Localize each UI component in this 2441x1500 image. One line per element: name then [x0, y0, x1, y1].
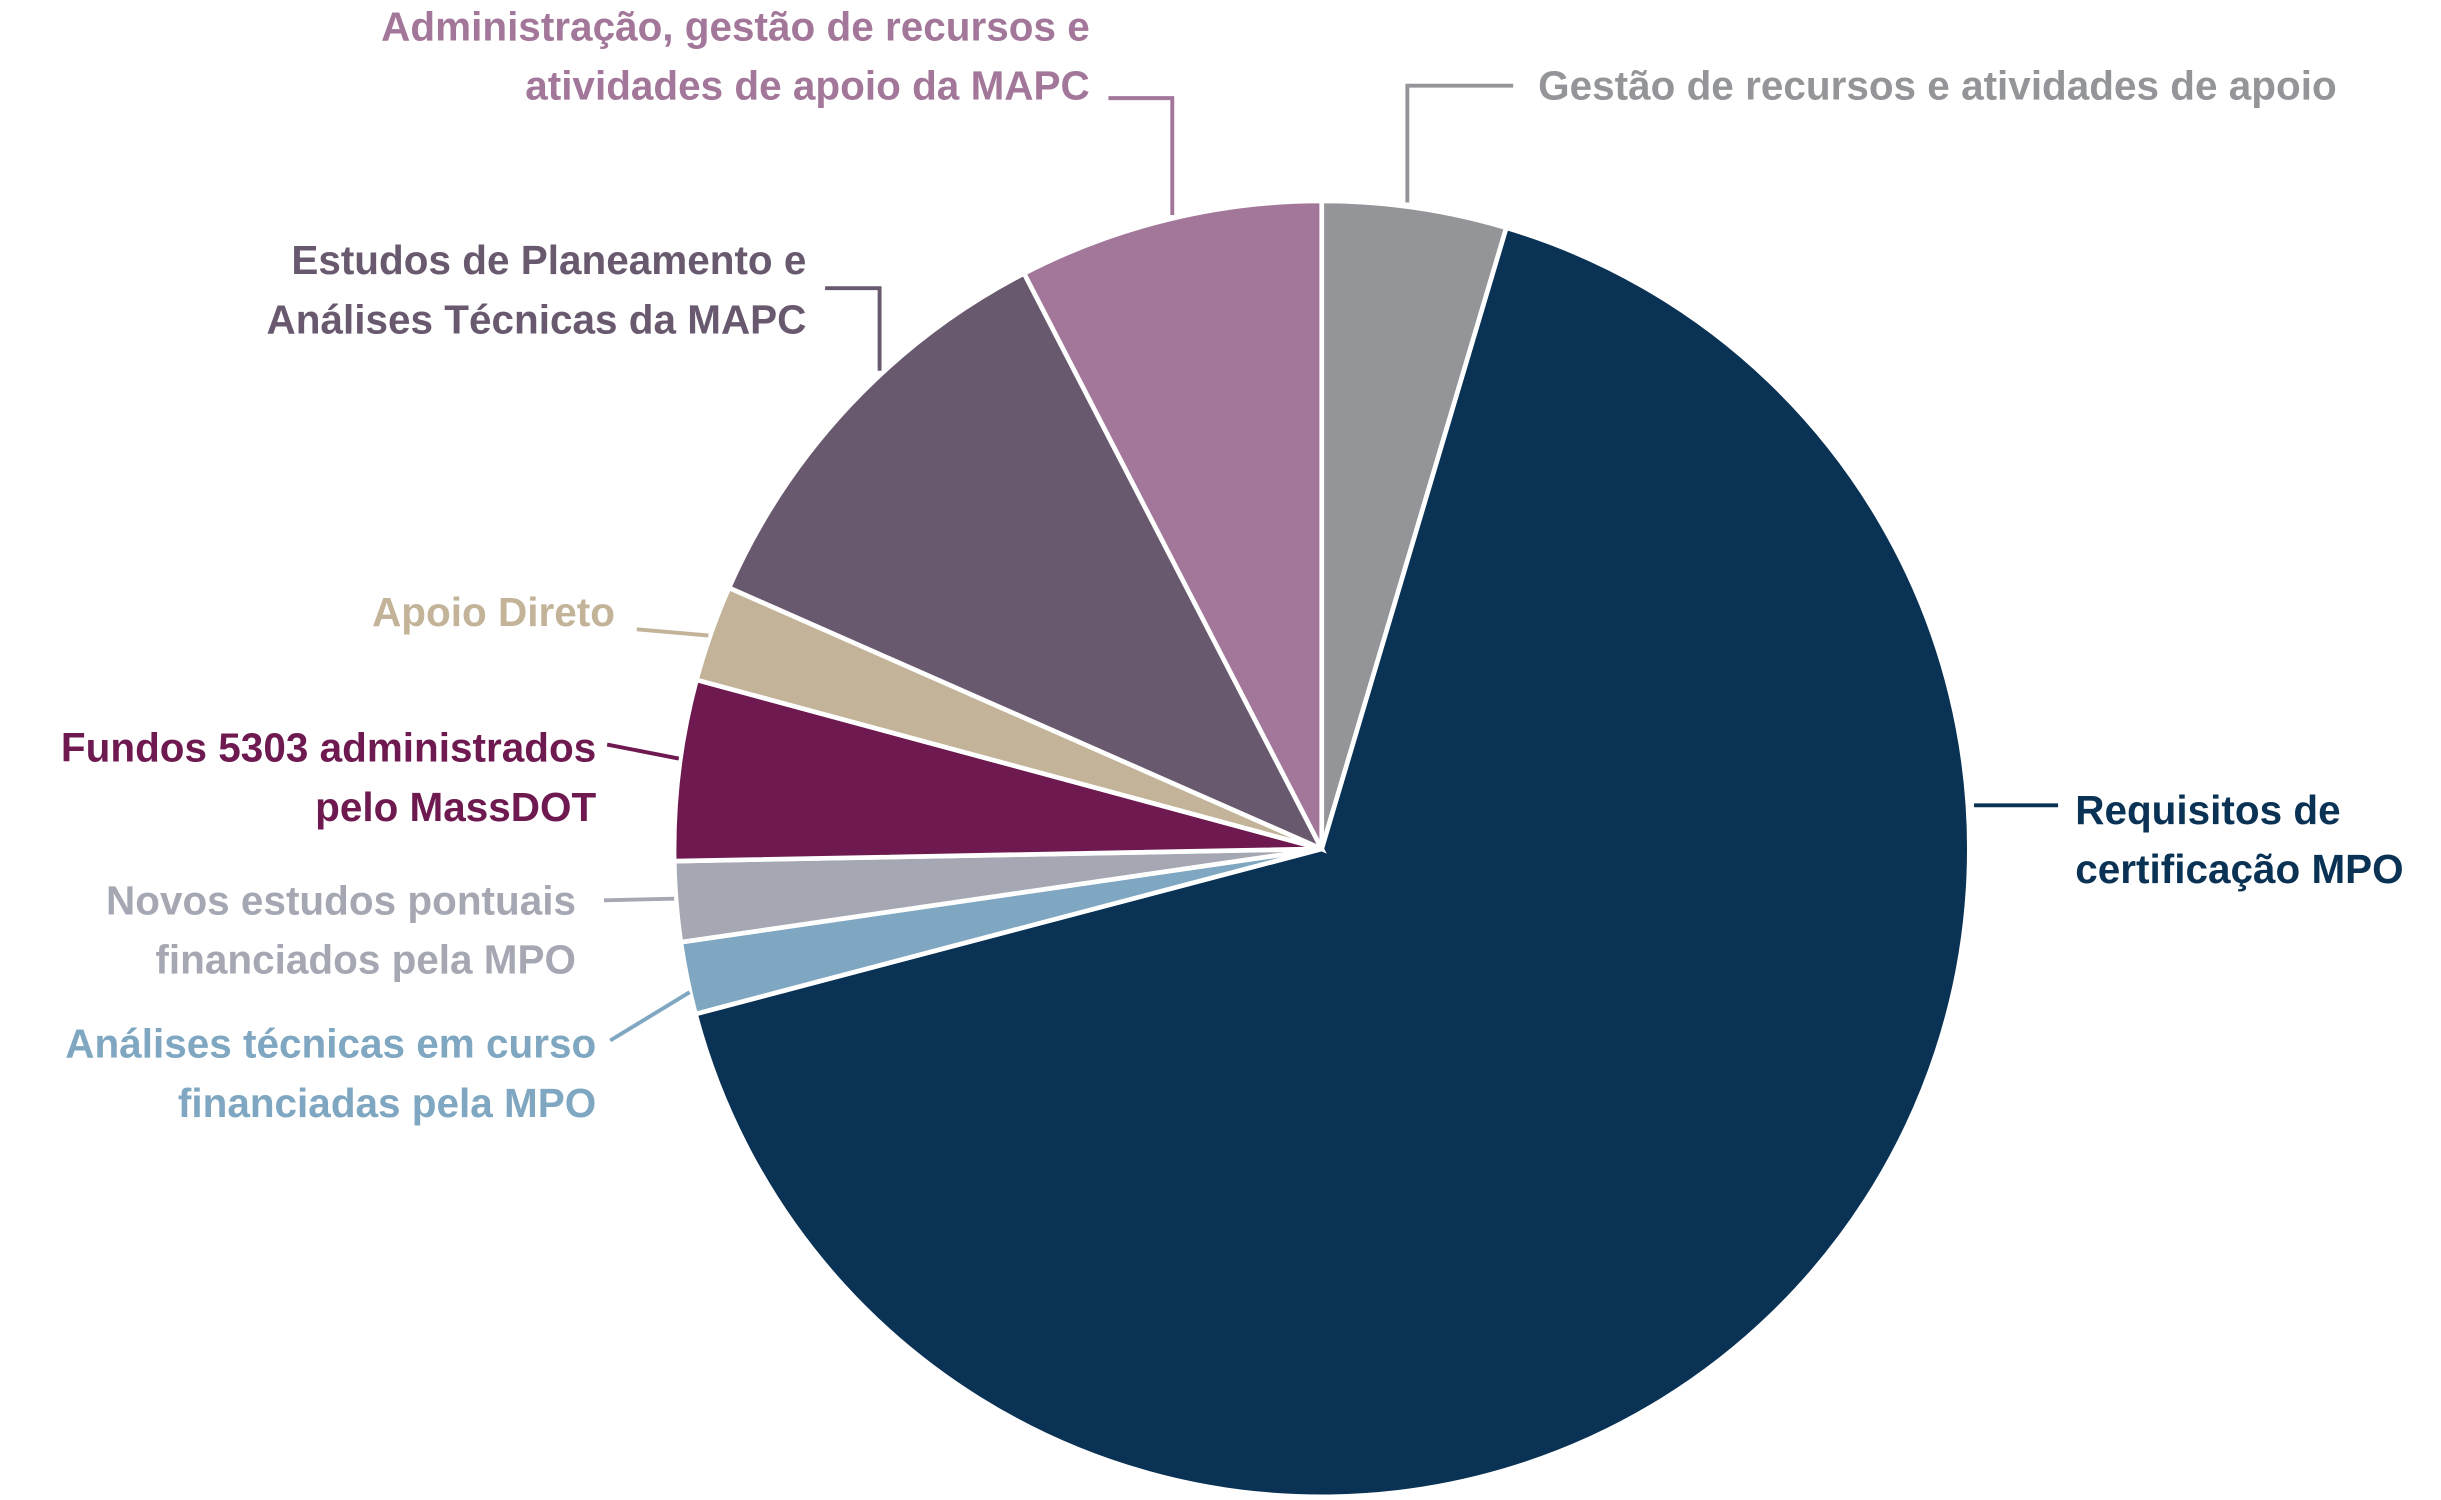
- pie-slice: [692, 224, 1972, 1500]
- legend-label: Análises técnicas em curso financiadas p…: [65, 1020, 597, 1127]
- pie-slice: [725, 270, 1327, 854]
- pie-slice: [1020, 198, 1325, 850]
- pie-slice: [671, 677, 1323, 864]
- leader-line: [606, 742, 680, 761]
- legend-label: Administração, gestão de recursos e ativ…: [381, 3, 1090, 110]
- leader-line: [825, 286, 882, 371]
- leader-line: [1405, 83, 1514, 203]
- legend-label: Fundos 5303 administrados pelo MassDOT: [60, 724, 597, 831]
- legend-label: Requisitos de certificação MPO: [2075, 786, 2404, 893]
- legend-label: Gestão de recursos e atividades de apoio: [1538, 62, 2337, 110]
- leader-line: [1108, 96, 1175, 215]
- legend-label: Estudos de Planeamento e Análises Técnic…: [266, 236, 807, 343]
- leader-line: [603, 896, 675, 903]
- legend-label: Novos estudos pontuais financiados pela …: [105, 876, 577, 983]
- leader-line: [609, 990, 691, 1043]
- legend-label: Apoio Direto: [372, 588, 615, 636]
- leader-line: [636, 627, 709, 638]
